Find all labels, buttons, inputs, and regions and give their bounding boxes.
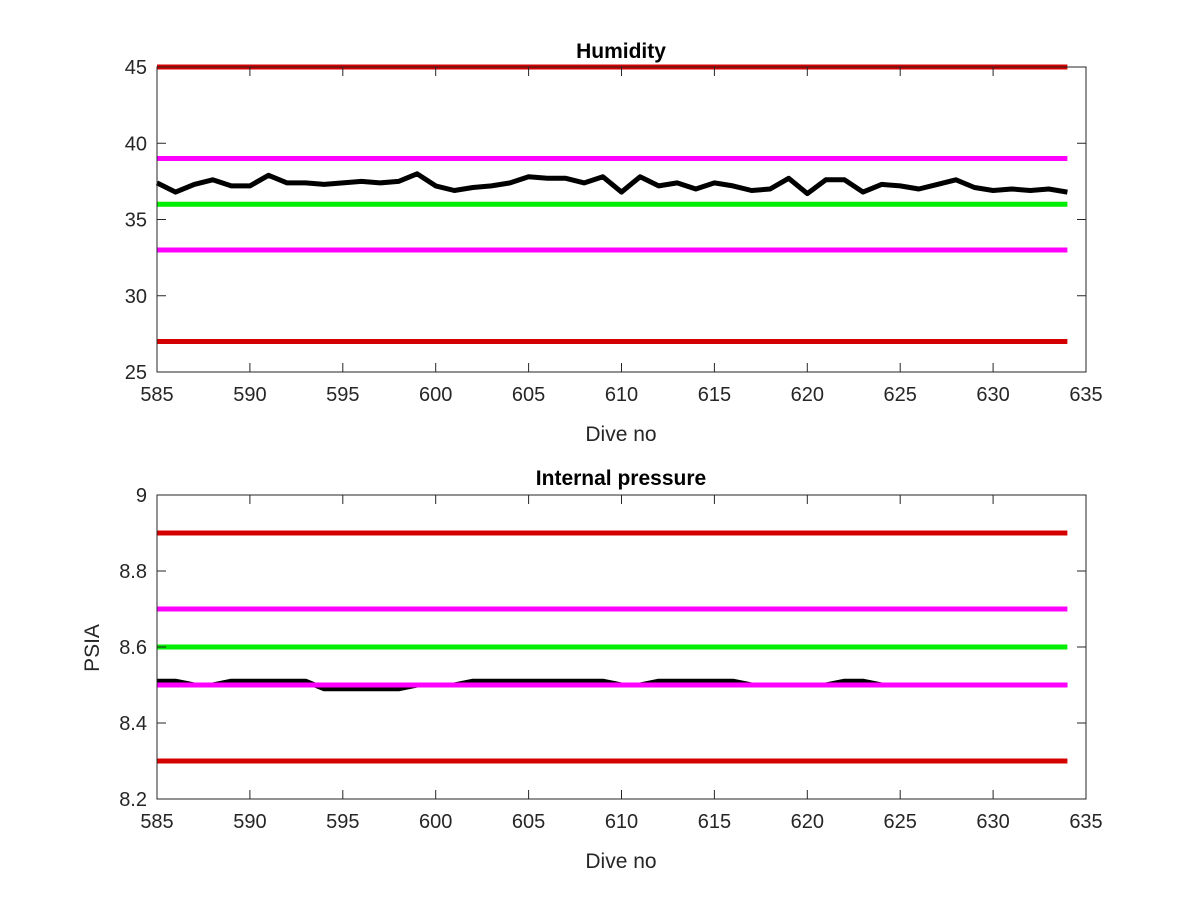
internal-pressure-x-tick-label: 600 [419, 811, 452, 833]
internal-pressure-x-tick-label: 615 [698, 811, 731, 833]
internal-pressure-x-axis-label: Dive no [585, 850, 656, 873]
humidity-y-tick-label: 40 [125, 133, 147, 155]
internal-pressure-x-tick-label: 585 [140, 811, 173, 833]
humidity-y-tick-label: 45 [125, 57, 147, 79]
internal-pressure-x-tick-label: 590 [233, 811, 266, 833]
internal-pressure-title: Internal pressure [536, 467, 706, 490]
internal-pressure-y-axis-label: PSIA [81, 624, 104, 672]
humidity-x-tick-label: 585 [140, 384, 173, 406]
internal-pressure-y-tick-label: 8.4 [119, 713, 147, 735]
internal-pressure-x-tick-label: 595 [326, 811, 359, 833]
humidity-subplot: Humidity Dive no 585 590 595 600 605 610 615 62… [125, 40, 1103, 446]
internal-pressure-x-tick-label: 620 [791, 811, 824, 833]
humidity-x-tick-label: 615 [698, 384, 731, 406]
humidity-plot-area [157, 67, 1086, 372]
internal-pressure-subplot: Internal pressure Dive no PSIA 585 590 595… [81, 467, 1103, 873]
internal-pressure-x-tick-label: 625 [884, 811, 917, 833]
internal-pressure-x-tick-label: 610 [605, 811, 638, 833]
humidity-x-tick-label: 605 [512, 384, 545, 406]
humidity-x-tick-label: 620 [791, 384, 824, 406]
humidity-y-tick-label: 30 [125, 286, 147, 308]
humidity-x-tick-label: 635 [1069, 384, 1102, 406]
humidity-x-tick-label: 600 [419, 384, 452, 406]
internal-pressure-x-tick-label: 605 [512, 811, 545, 833]
humidity-x-tick-label: 630 [976, 384, 1009, 406]
internal-pressure-y-tick-label: 9 [136, 485, 147, 507]
humidity-x-tick-label: 595 [326, 384, 359, 406]
humidity-y-tick-label: 35 [125, 210, 147, 232]
humidity-y-tick-label: 25 [125, 362, 147, 384]
humidity-x-axis-label: Dive no [585, 423, 656, 446]
internal-pressure-x-tick-label: 635 [1069, 811, 1102, 833]
humidity-x-tick-label: 625 [884, 384, 917, 406]
internal-pressure-x-tick-label: 630 [976, 811, 1009, 833]
internal-pressure-y-tick-label: 8.6 [119, 637, 147, 659]
internal-pressure-y-tick-label: 8.2 [119, 789, 147, 811]
humidity-x-tick-label: 590 [233, 384, 266, 406]
internal-pressure-y-tick-label: 8.8 [119, 561, 147, 583]
humidity-title: Humidity [576, 40, 666, 63]
humidity-x-tick-label: 610 [605, 384, 638, 406]
humidity-data-line [155, 171, 1068, 197]
